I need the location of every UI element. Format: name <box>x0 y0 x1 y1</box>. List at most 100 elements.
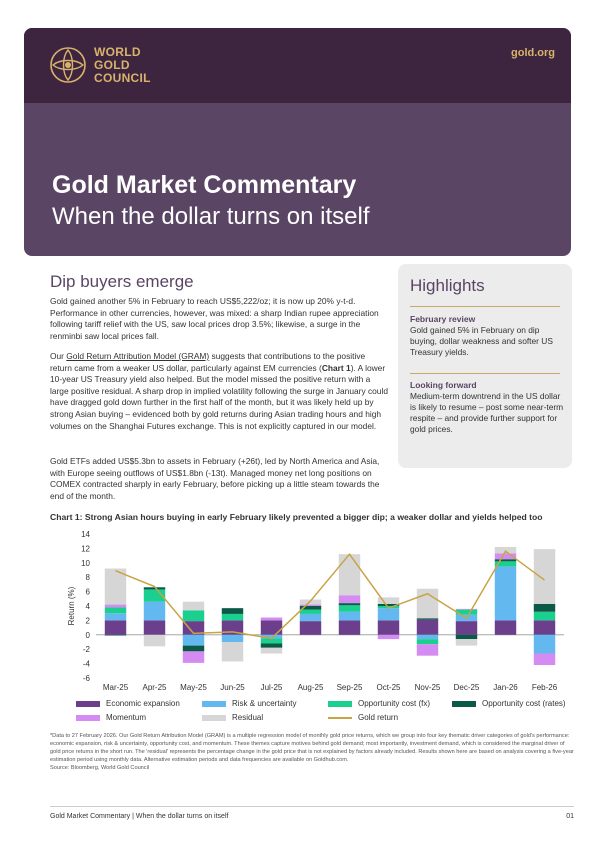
footer-divider <box>50 806 574 807</box>
bar-segment <box>182 651 205 663</box>
header-banner: WORLD GOLD COUNCIL gold.org Gold Market … <box>24 28 571 256</box>
bar-segment <box>494 561 517 567</box>
bar-segment <box>338 595 361 604</box>
bar-segment <box>494 546 517 554</box>
footer-text: Gold Market Commentary | When the dollar… <box>50 813 229 820</box>
bar-segment <box>299 604 322 606</box>
section-title: Dip buyers emerge <box>50 272 194 291</box>
legend-swatch <box>452 700 476 707</box>
highlights-text-forward: Medium-term downtrend in the US dollar i… <box>410 391 564 434</box>
bar-segment <box>260 638 283 644</box>
bar-segment <box>338 605 361 612</box>
page-title: Gold Market Commentary <box>52 171 357 199</box>
footnote: *Data to 27 February 2026. Our Gold Retu… <box>50 732 574 772</box>
bar-segment <box>260 647 283 654</box>
bar-segment <box>299 621 322 635</box>
bar-segment <box>338 620 361 635</box>
bar-segment <box>533 549 556 604</box>
legend-swatch <box>202 700 226 707</box>
bar-segment <box>377 597 400 604</box>
bar-segment <box>221 620 244 635</box>
logo-line-3: COUNCIL <box>94 71 151 85</box>
bar-segment <box>104 620 127 635</box>
bar-segment <box>143 634 166 647</box>
y-tick-label: 6 <box>86 588 91 597</box>
site-link[interactable]: gold.org <box>511 47 555 59</box>
y-tick-label: 14 <box>81 530 90 539</box>
y-tick-label: 0 <box>86 631 91 640</box>
y-tick-label: 2 <box>86 616 91 625</box>
chart-1-ref: Chart 1 <box>321 362 351 373</box>
logo-line-2: GOLD <box>94 58 130 72</box>
bar-segment <box>533 634 556 654</box>
bar-segment <box>104 604 127 608</box>
legend-swatch <box>328 700 352 707</box>
legend-label: Gold return <box>358 713 399 722</box>
y-tick-label: 10 <box>81 559 90 568</box>
legend-label: Opportunity cost (fx) <box>358 699 431 708</box>
highlights-box: Highlights February review Gold gained 5… <box>398 264 572 468</box>
bar-segment <box>416 639 439 645</box>
logo-line-1: WORLD <box>94 45 141 59</box>
bar-segment <box>533 653 556 666</box>
bar-segment <box>182 634 205 646</box>
bar-segment <box>494 566 517 621</box>
bar-segment <box>455 609 478 615</box>
bar-segment <box>377 634 400 640</box>
return-attribution-chart: -6 -4 -2 0 2 4 6 8 10 12 14 Return (%) Mar-25 Apr-25 M… <box>67 530 564 692</box>
legend-item-economic-expansion: Economic expansion <box>76 699 180 708</box>
bar-segment <box>494 559 517 562</box>
bar-segment <box>416 634 439 640</box>
paragraph-2-text: Our Gold Return Attribution Model (GRAM)… <box>50 351 388 432</box>
bar-segment <box>104 634 127 636</box>
x-tick-label: Mar-25 <box>103 683 129 692</box>
x-tick-label: Nov-25 <box>415 683 441 692</box>
footnote-source: Source: Bloomberg, World Gold Council <box>50 765 150 771</box>
legend-item-opportunity-cost-fx: Opportunity cost (fx) <box>328 699 430 708</box>
bar-segment <box>182 610 205 622</box>
x-tick-label: Aug-25 <box>298 683 324 692</box>
bar-segment <box>377 620 400 635</box>
bar-segment <box>221 608 244 614</box>
x-tick-label: Oct-25 <box>376 683 401 692</box>
bar-segment <box>260 617 283 621</box>
bar-segment <box>455 608 478 610</box>
y-tick-label: 12 <box>81 544 90 553</box>
gram-link[interactable]: Gold Return Attribution Model (GRAM) <box>66 351 210 361</box>
bar-segment <box>299 609 322 614</box>
bar-segment <box>299 606 322 610</box>
highlights-divider <box>410 306 560 307</box>
header-top-bar: WORLD GOLD COUNCIL gold.org <box>24 28 571 103</box>
bar-segment <box>260 620 283 635</box>
y-tick-label: -6 <box>83 674 91 683</box>
bar-segment <box>143 587 166 590</box>
bar-segment <box>416 618 439 620</box>
bar-segment <box>104 607 127 614</box>
x-tick-label: Sep-25 <box>337 683 363 692</box>
bar-segment <box>455 639 478 646</box>
bar-segment <box>455 621 478 635</box>
bar-segment <box>221 613 244 621</box>
bar-segment <box>533 620 556 635</box>
highlights-heading-forward: Looking forward <box>410 380 477 390</box>
footnote-text: *Data to 27 February 2026. Our Gold Retu… <box>50 733 574 763</box>
x-tick-label: Dec-25 <box>454 683 480 692</box>
world-gold-council-logo-icon <box>50 47 86 83</box>
x-tick-label: Apr-25 <box>142 683 167 692</box>
legend-item-risk-uncertainty: Risk & uncertainty <box>202 699 296 708</box>
legend-item-gold-return: Gold return <box>328 713 398 722</box>
page-number: 01 <box>566 813 574 820</box>
legend-label: Residual <box>232 713 264 722</box>
bar-segment <box>104 568 127 605</box>
y-tick-label: 4 <box>86 602 91 611</box>
legend-item-opportunity-cost-rates: Opportunity cost (rates) <box>452 699 566 708</box>
bar-segment <box>494 553 517 560</box>
legend-line-swatch <box>328 716 352 719</box>
x-tick-label: Feb-26 <box>532 683 558 692</box>
bar-segment <box>104 613 127 621</box>
logo-wordmark: WORLD GOLD COUNCIL <box>94 46 151 85</box>
highlights-heading-review: February review <box>410 314 476 324</box>
bar-segment <box>182 621 205 635</box>
legend-label: Momentum <box>106 713 147 722</box>
paragraph-3: Gold ETFs added US$5.3bn to assets in Fe… <box>50 456 388 502</box>
